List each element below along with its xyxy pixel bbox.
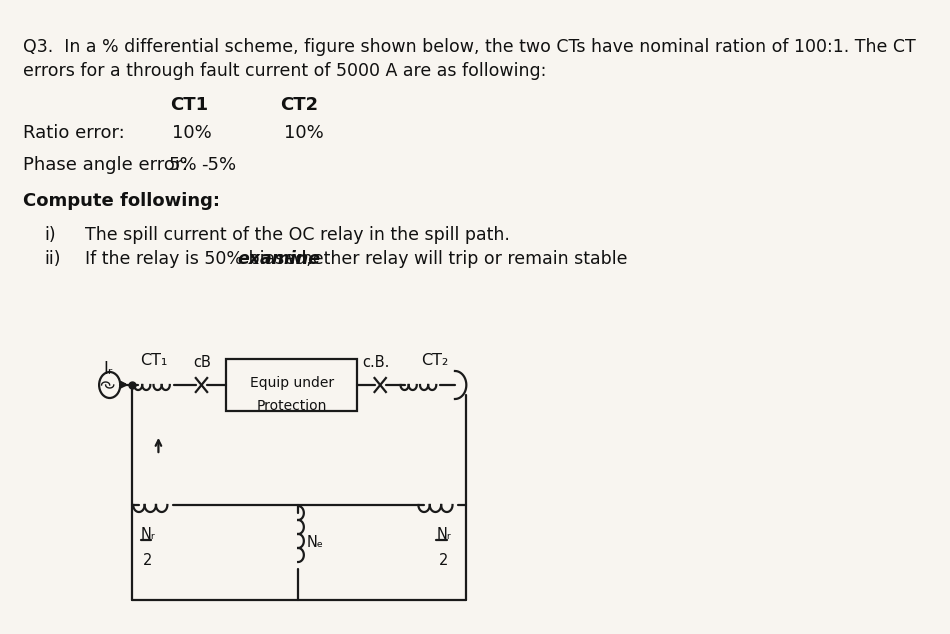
Text: ii): ii) [45,250,61,268]
Text: Q3.  In a % differential scheme, figure shown below, the two CTs have nominal ra: Q3. In a % differential scheme, figure s… [23,38,916,56]
Text: Compute following:: Compute following: [23,192,219,210]
Text: Protection: Protection [256,399,327,413]
Text: 10%: 10% [284,124,324,142]
Bar [226,359,357,411]
Text: CT₁: CT₁ [140,353,167,368]
Text: Nᵣ: Nᵣ [141,527,155,542]
Text: Ratio error:: Ratio error: [23,124,124,142]
Text: If the relay is 50% biased,: If the relay is 50% biased, [86,250,317,268]
Text: -5%: -5% [201,156,237,174]
Text: Phase angle error:: Phase angle error: [23,156,188,174]
Text: i): i) [45,226,56,244]
Text: whether relay will trip or remain stable: whether relay will trip or remain stable [282,250,628,268]
Text: 2: 2 [143,553,152,568]
Text: CT₂: CT₂ [421,353,448,368]
Text: Equip under: Equip under [250,376,333,390]
Text: 2: 2 [439,553,448,568]
Text: cB: cB [194,355,211,370]
Text: Nₑ: Nₑ [306,535,323,550]
Text: CT2: CT2 [280,96,318,114]
Text: Nᵣ: Nᵣ [436,527,451,542]
Text: Iᵣ: Iᵣ [104,360,112,378]
Text: 5%: 5% [169,156,198,174]
Text: errors for a through fault current of 5000 A are as following:: errors for a through fault current of 50… [23,62,546,80]
Text: The spill current of the OC relay in the spill path.: The spill current of the OC relay in the… [86,226,510,244]
Text: examine: examine [238,250,321,268]
Text: c.B.: c.B. [362,355,389,370]
Text: CT1: CT1 [171,96,209,114]
Text: 10%: 10% [172,124,212,142]
